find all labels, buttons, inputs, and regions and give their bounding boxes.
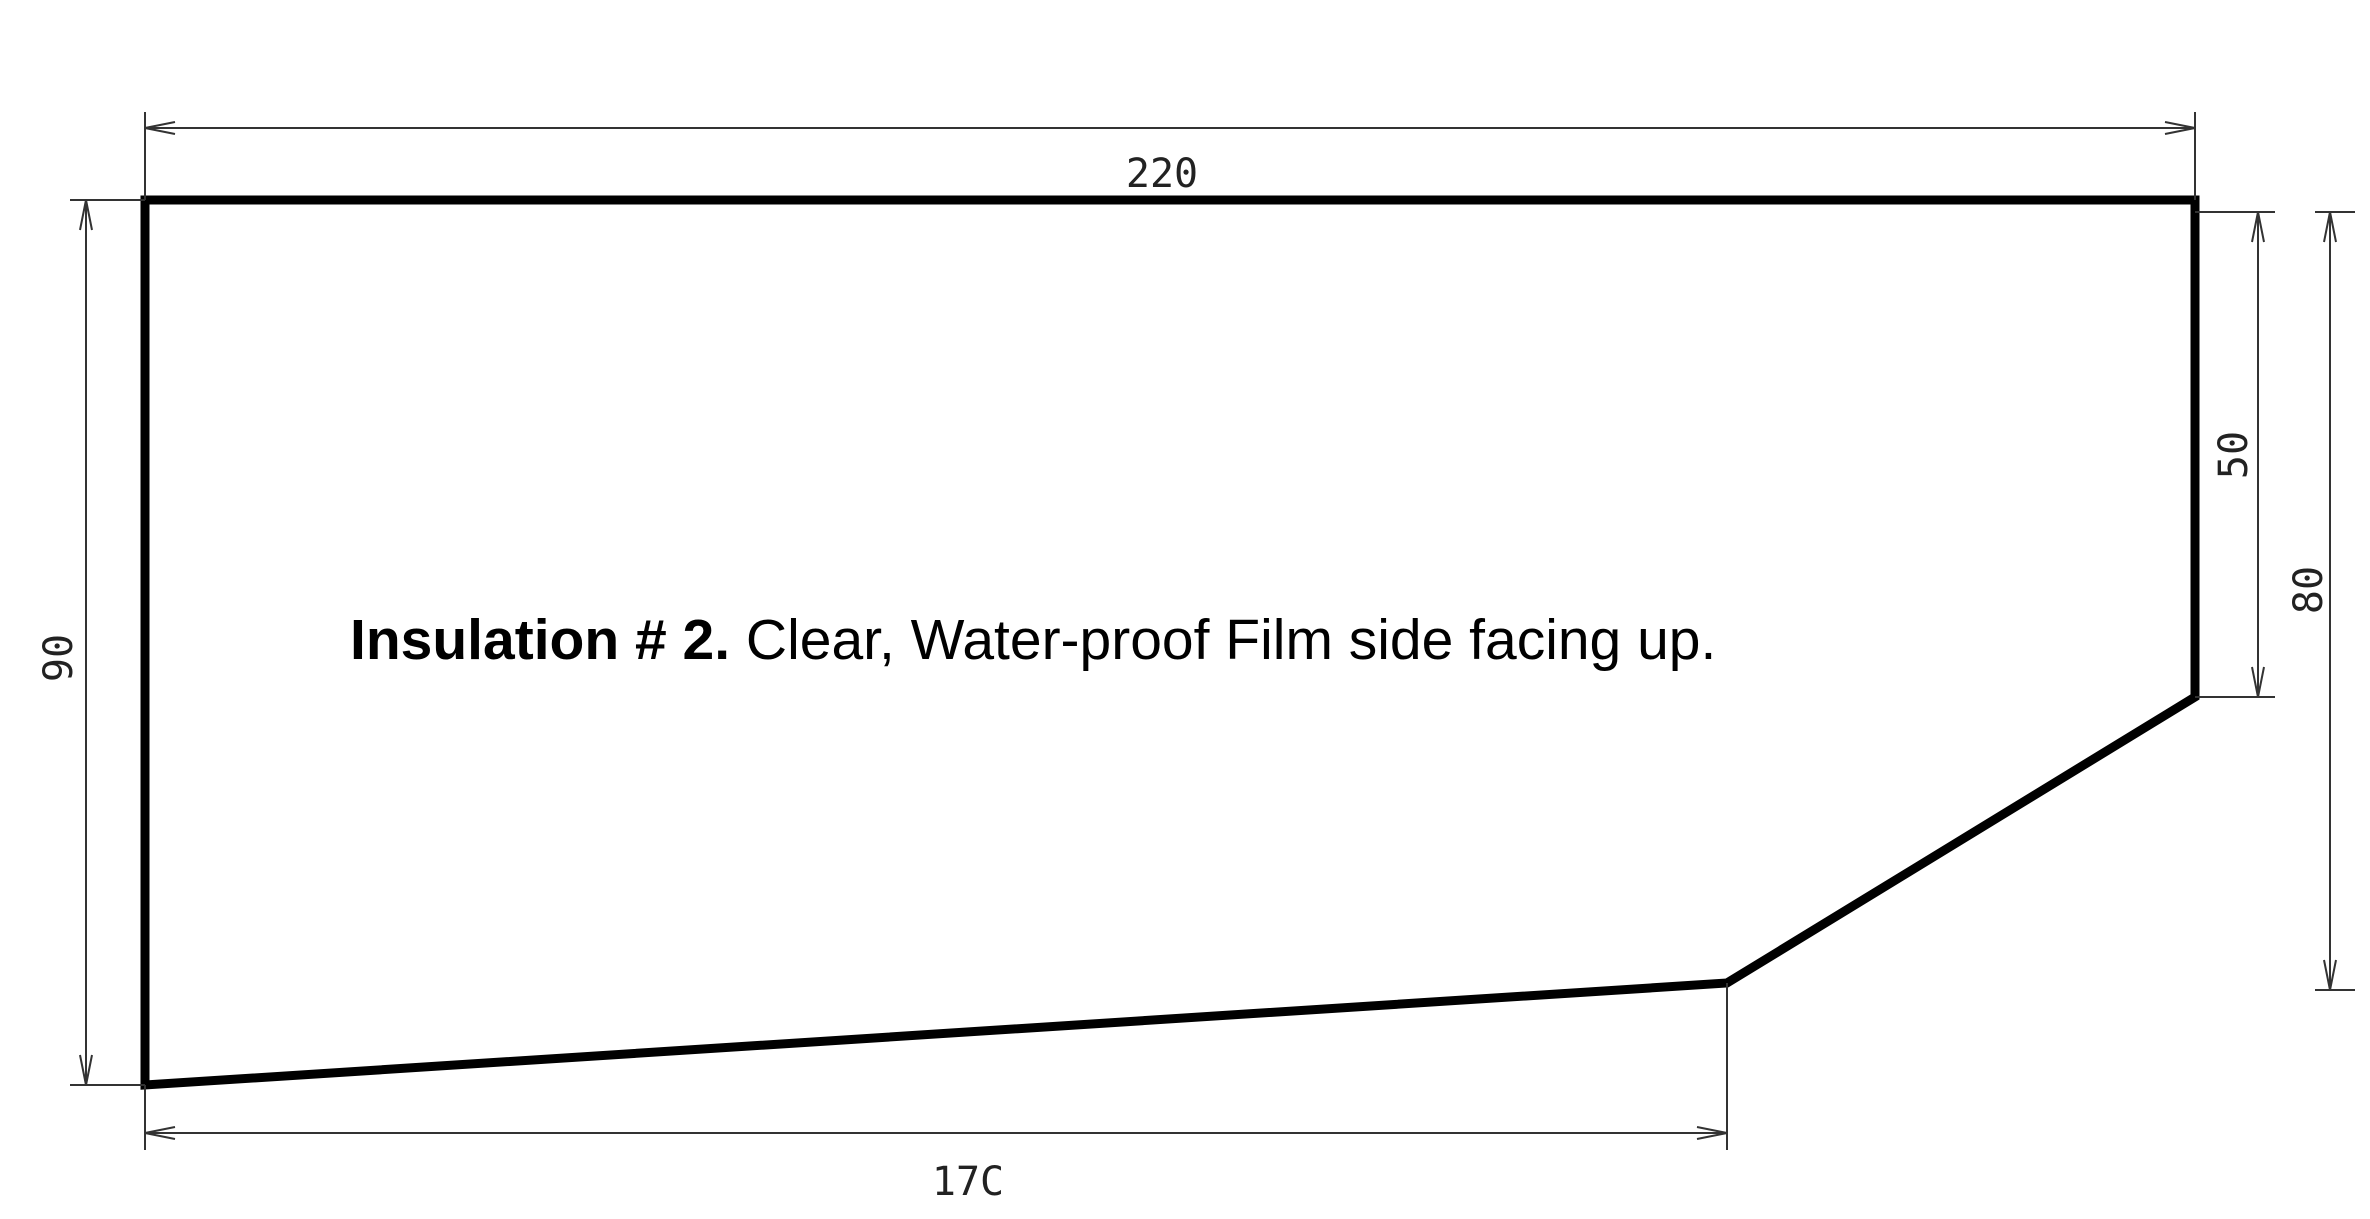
top-dimension-label: 220	[1126, 151, 1198, 197]
bottom-dimension: 17C	[144, 983, 1728, 1205]
panel-caption: Insulation # 2. Clear, Water-proof Film …	[350, 612, 1716, 669]
right-outer-dimension-label: 80	[2286, 566, 2332, 614]
caption-text: Clear, Water-proof Film side facing up.	[730, 608, 1717, 672]
left-dimension-label: 90	[36, 634, 82, 682]
right-outer-dimension: 80	[2286, 211, 2355, 991]
left-dimension: 90	[36, 199, 145, 1086]
right-inner-dimension-label: 50	[2211, 431, 2257, 479]
top-dimension: 220	[144, 112, 2196, 200]
right-inner-dimension: 50	[2195, 211, 2275, 698]
caption-title: Insulation # 2.	[350, 608, 731, 672]
bottom-dimension-label: 17C	[932, 1159, 1004, 1205]
